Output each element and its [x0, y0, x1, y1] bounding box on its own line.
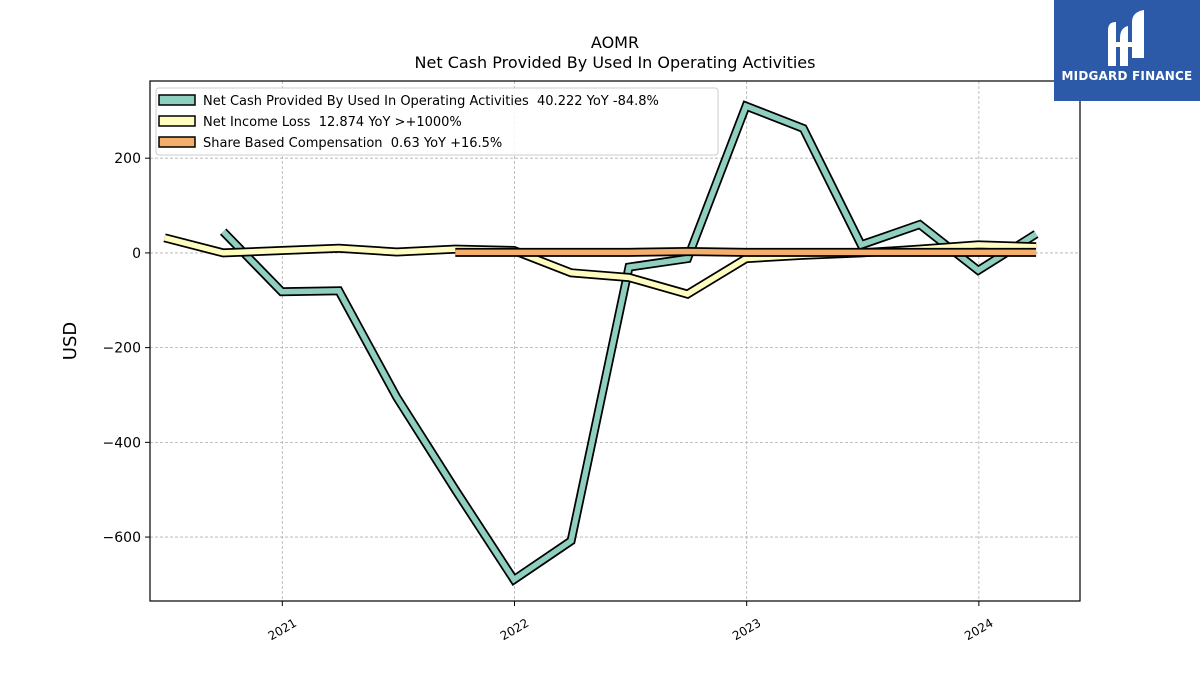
x-tick-label: 2024	[962, 616, 995, 643]
brand-name: MIDGARD FINANCE	[1061, 69, 1193, 83]
legend-entry: Net Income Loss 12.874 YoY >+1000%	[203, 115, 462, 130]
y-tick-label: −600	[103, 530, 141, 546]
y-tick-label: −400	[103, 435, 141, 451]
chart-subtitle: Net Cash Provided By Used In Operating A…	[415, 53, 816, 72]
legend-box	[155, 87, 719, 156]
y-tick-label: −200	[103, 341, 141, 357]
y-axis-label: USD	[60, 322, 81, 360]
series-line-outline-net-income-loss	[163, 233, 1037, 299]
legend-swatch	[158, 115, 196, 127]
series-line-net-cash-provided-by-used-in-operating-activities	[221, 102, 1038, 584]
legend-swatch	[158, 94, 196, 106]
x-tick-label: 2022	[498, 616, 531, 643]
brand-mark-icon	[1108, 10, 1144, 66]
x-tick-label: 2021	[266, 616, 299, 643]
y-tick-label: 200	[114, 151, 141, 167]
legend-entry: Net Cash Provided By Used In Operating A…	[203, 94, 659, 109]
legend: Net Cash Provided By Used In Operating A…	[155, 87, 719, 156]
axes: 2021 2022 2023 2024 200 0 −200 −400 −600	[103, 151, 996, 643]
series-line-outline-net-cash-provided-by-used-in-operating-activities	[219, 100, 1039, 586]
brand-logo: MIDGARD FINANCE	[1054, 0, 1200, 101]
series-lines	[163, 100, 1039, 586]
series-line-share-based-compensation	[455, 248, 1037, 256]
plot-frame	[149, 80, 1081, 602]
legend-entry: Share Based Compensation 0.63 YoY +16.5%	[203, 136, 502, 151]
legend-swatch	[158, 136, 196, 148]
x-tick-label: 2023	[730, 616, 763, 643]
y-tick-label: 0	[132, 246, 141, 262]
chart-title: AOMR	[591, 33, 639, 52]
